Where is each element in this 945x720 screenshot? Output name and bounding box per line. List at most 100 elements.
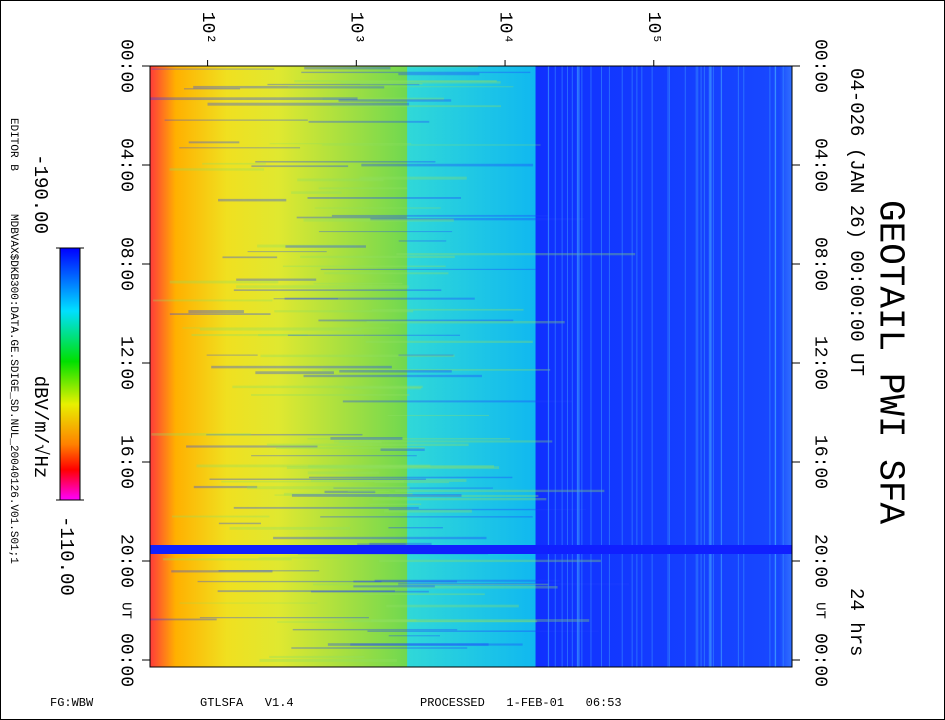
texture	[163, 558, 292, 561]
texture	[371, 308, 524, 311]
texture	[321, 144, 541, 146]
texture	[370, 217, 585, 221]
texture	[369, 542, 432, 546]
texture	[313, 583, 549, 586]
texture	[388, 508, 587, 511]
texture	[197, 580, 382, 583]
texture	[287, 86, 514, 88]
texture	[388, 635, 440, 637]
texture	[318, 319, 514, 322]
texture	[608, 66, 610, 667]
texture	[372, 497, 547, 501]
texture	[311, 590, 429, 593]
texture	[255, 371, 334, 375]
texture	[322, 368, 551, 371]
texture	[182, 327, 390, 329]
texture	[259, 658, 397, 662]
texture	[193, 85, 385, 89]
texture	[251, 455, 417, 457]
texture	[351, 619, 417, 622]
texture	[554, 66, 556, 667]
x-tick-label: 10⁴	[494, 12, 514, 44]
texture	[667, 66, 669, 667]
texture	[151, 433, 251, 436]
texture	[709, 66, 711, 667]
texture	[708, 66, 710, 667]
texture	[247, 251, 327, 253]
texture	[307, 471, 380, 475]
texture	[211, 365, 392, 369]
texture	[342, 400, 573, 403]
texture	[386, 604, 519, 608]
texture	[327, 643, 489, 646]
texture	[581, 66, 583, 667]
y-tick-label: 20:00	[809, 534, 829, 588]
texture	[703, 66, 705, 667]
texture	[318, 187, 408, 190]
texture	[284, 297, 475, 300]
texture	[398, 72, 480, 76]
texture	[338, 99, 452, 102]
y-tick-label: 00:00	[809, 39, 829, 93]
texture	[324, 490, 376, 494]
texture	[631, 66, 633, 667]
footer-text: PROCESSED 1-FEB-01 06:53	[420, 696, 622, 710]
texture	[221, 480, 404, 483]
texture	[344, 386, 422, 390]
colorbar-label: dBV/m/√Hz	[29, 376, 51, 479]
texture	[387, 414, 490, 417]
texture	[561, 66, 563, 667]
texture	[700, 66, 702, 667]
y-tick-label: 00:00	[115, 633, 135, 687]
y-annotation: UT	[811, 602, 827, 619]
texture	[548, 66, 550, 667]
texture	[258, 333, 308, 337]
texture	[274, 310, 414, 313]
texture	[308, 476, 513, 479]
texture	[684, 66, 686, 667]
texture	[360, 82, 423, 85]
texture	[378, 559, 601, 563]
texture	[282, 265, 446, 268]
texture	[774, 66, 776, 667]
texture	[291, 494, 462, 497]
texture	[207, 102, 410, 106]
texture	[320, 516, 533, 518]
colorbar-tick-label: -190.00	[29, 154, 51, 234]
texture	[199, 328, 362, 331]
texture	[294, 80, 497, 83]
texture	[169, 280, 279, 284]
texture	[366, 320, 565, 324]
texture	[169, 313, 271, 315]
texture	[260, 354, 455, 358]
texture	[712, 66, 714, 667]
x-tick-label: 10³	[346, 12, 366, 44]
texture	[255, 160, 436, 163]
texture	[322, 97, 445, 101]
texture	[668, 66, 670, 667]
texture	[577, 66, 579, 667]
texture	[324, 272, 449, 275]
texture	[303, 374, 482, 378]
texture	[267, 83, 420, 86]
texture	[292, 628, 458, 631]
texture	[301, 71, 531, 74]
texture	[720, 66, 722, 667]
texture	[251, 165, 349, 168]
y-tick-label: 16:00	[115, 435, 135, 489]
texture	[297, 178, 384, 182]
texture	[150, 97, 358, 101]
texture	[291, 191, 342, 194]
texture	[257, 244, 357, 248]
texture	[276, 447, 425, 449]
texture	[206, 354, 258, 356]
texture	[365, 340, 533, 343]
editor-label: EDITOR B	[7, 118, 19, 171]
y-tick-label: 20:00	[115, 534, 135, 588]
texture	[398, 582, 630, 586]
texture	[380, 66, 479, 68]
texture	[697, 66, 699, 667]
texture	[229, 526, 351, 530]
texture	[641, 66, 643, 667]
texture	[199, 616, 369, 619]
